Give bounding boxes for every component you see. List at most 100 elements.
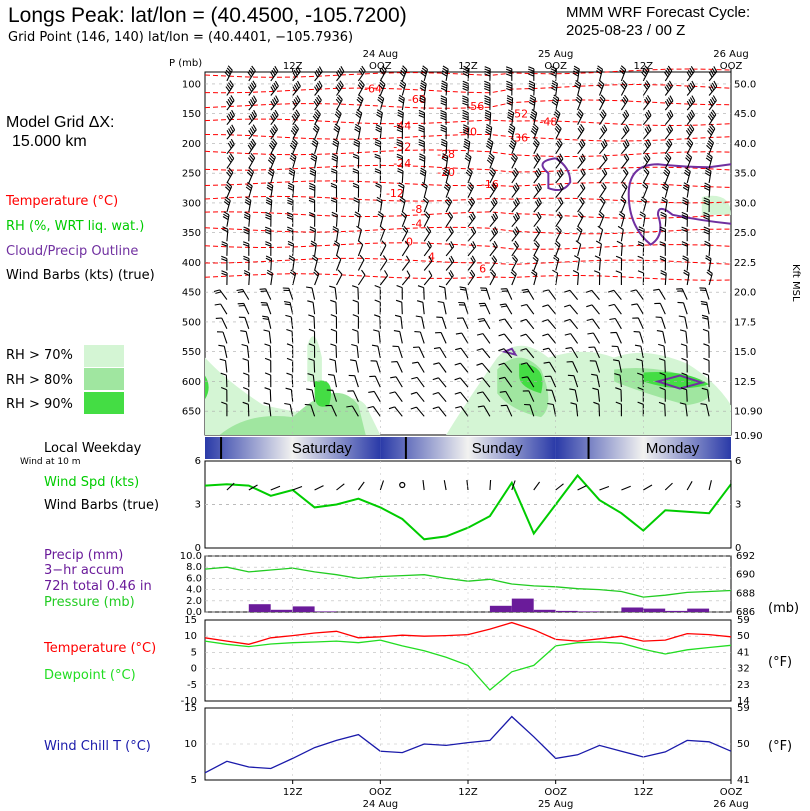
pressure-tick-300: 300: [182, 198, 201, 209]
temperature-label-9: -28: [437, 148, 455, 161]
cloud-outline-0: [541, 157, 572, 191]
wind-barb-8-36: [466, 182, 474, 198]
wind-barb-6-3: [226, 153, 235, 169]
wind-barb-2-3: [226, 95, 235, 111]
wind-barb-0-12: [292, 66, 301, 82]
wind-barb-12-15: [310, 240, 317, 256]
wind-barb-21-27: [390, 376, 403, 388]
wind-barb-3-15: [312, 109, 321, 125]
wind-barb-1-6: [248, 80, 257, 96]
wind-barb-0-45: [528, 66, 535, 81]
wind-barb-11-66: [681, 226, 688, 242]
wind-barb-4-39: [485, 123, 493, 140]
wind-barb-21-45: [521, 376, 535, 388]
wind-barb-1-18: [335, 80, 344, 96]
temp-tick--5: -5: [187, 680, 197, 691]
precip-tick-4.0: 4.0: [186, 585, 202, 596]
wind-barb-0-42: [506, 66, 513, 81]
wind-barb-2-21: [356, 94, 364, 111]
legend-rh90-swatch: [84, 392, 124, 414]
wind-barb-9-54: [599, 196, 606, 213]
windchill-label: Wind Chill T (°C): [44, 739, 151, 754]
wind-barb-15-69: [699, 287, 710, 300]
kft-tick-45.0: 45.0: [734, 109, 756, 120]
precip-bar-42: [489, 605, 512, 612]
local-weekday-label: Local Weekday: [44, 441, 142, 456]
wind-barb-16-39: [478, 302, 491, 315]
temperature-label-0: -64: [364, 83, 382, 96]
wind-barb-22-48: [545, 389, 557, 402]
wind-barb-22-27: [389, 391, 403, 403]
wind-barb-3-39: [484, 109, 492, 125]
wind-barb-6-45: [533, 153, 541, 169]
wind-barb-13-51: [574, 255, 581, 271]
wind-barb-5-12: [289, 138, 298, 155]
wind-barb-16-48: [542, 304, 557, 315]
wind-barb-23-45: [524, 403, 535, 417]
wind-barb-9-66: [682, 197, 689, 213]
precip-bar-66: [665, 610, 688, 612]
wind-barb-15-15: [306, 286, 316, 300]
wind-barb-19-9: [264, 343, 272, 358]
wind-barb-15-21: [352, 285, 359, 300]
wind-barb-11-21: [356, 225, 362, 242]
wind-barb-17-24: [374, 314, 381, 329]
wind-barb-19-3: [218, 344, 228, 359]
wind-barb-22-33: [432, 391, 447, 403]
wind-barb-8-15: [308, 182, 316, 198]
pressure-tick-100: 100: [182, 79, 201, 90]
cloud-outline-1: [627, 163, 732, 246]
wind-barb-17-51: [564, 318, 579, 330]
wind-barb-4-42: [507, 123, 516, 140]
wind-barb-10-21: [354, 211, 361, 227]
surface-wind-barb-69: [708, 480, 712, 491]
wind-barb-14-15: [313, 269, 320, 286]
wind-barb-12-27: [401, 240, 410, 257]
wind-barb-16-3: [214, 303, 228, 315]
wind-barb-10-36: [467, 211, 476, 228]
wind-barb-7-42: [511, 167, 519, 184]
bottom-tick-label-12: 12Z: [283, 787, 303, 798]
pressure-tick-250: 250: [182, 169, 201, 180]
wind-barb-3-9: [270, 109, 279, 126]
wind-barb-0-24: [379, 65, 387, 82]
wind-barb-13-54: [594, 255, 601, 271]
wind-barb-5-69: [706, 138, 715, 155]
pressure-tick-600: 600: [182, 377, 201, 388]
windchill-tick-10: 10: [184, 739, 197, 750]
kft-tick-bottom: 10.90: [734, 431, 763, 442]
wind-barb-10-6: [243, 211, 251, 227]
wind-barb-10-9: [265, 211, 272, 227]
wind-barbs-true-label: Wind Barbs (true): [44, 498, 160, 513]
wind-barb-12-63: [659, 241, 666, 256]
wind-barb-10-66: [681, 211, 688, 227]
wind-barb-15-39: [480, 287, 491, 300]
surface-wind-barb-39: [489, 479, 492, 491]
wind-barb-18-30: [414, 331, 425, 344]
top-tick-label-24: OOZ: [369, 61, 392, 72]
wind-barb-14-39: [489, 269, 497, 286]
temp-tick-10: 10: [184, 631, 197, 642]
wind-barb-3-66: [686, 109, 695, 126]
wind-barb-7-66: [683, 167, 691, 184]
wind-barb-18-21: [352, 328, 359, 344]
wind-barb-17-12: [285, 314, 294, 329]
wind-barb-20-60: [636, 358, 644, 373]
precip-bar-15: [292, 606, 315, 612]
wind-barb-4-60: [642, 124, 652, 140]
bottom-tick-label-72: OOZ: [720, 787, 743, 798]
wind-barb-19-45: [520, 348, 535, 359]
wind-barb-7-30: [419, 167, 427, 184]
wind-barb-0-36: [462, 65, 470, 81]
wind-barb-18-69: [702, 328, 710, 344]
precip-tick-8.0: 8.0: [186, 562, 202, 573]
legend-rh70-swatch: [84, 345, 124, 367]
wind-barb-10-12: [286, 211, 294, 227]
top-tick-label-60: 12Z: [634, 61, 654, 72]
wind-barb-7-60: [642, 167, 650, 184]
wind-barb-15-48: [542, 289, 557, 300]
wind-barb-22-69: [701, 387, 710, 402]
wind-barb-11-18: [332, 226, 339, 242]
wind-barb-10-33: [445, 211, 454, 227]
wind-barb-5-54: [599, 139, 608, 155]
